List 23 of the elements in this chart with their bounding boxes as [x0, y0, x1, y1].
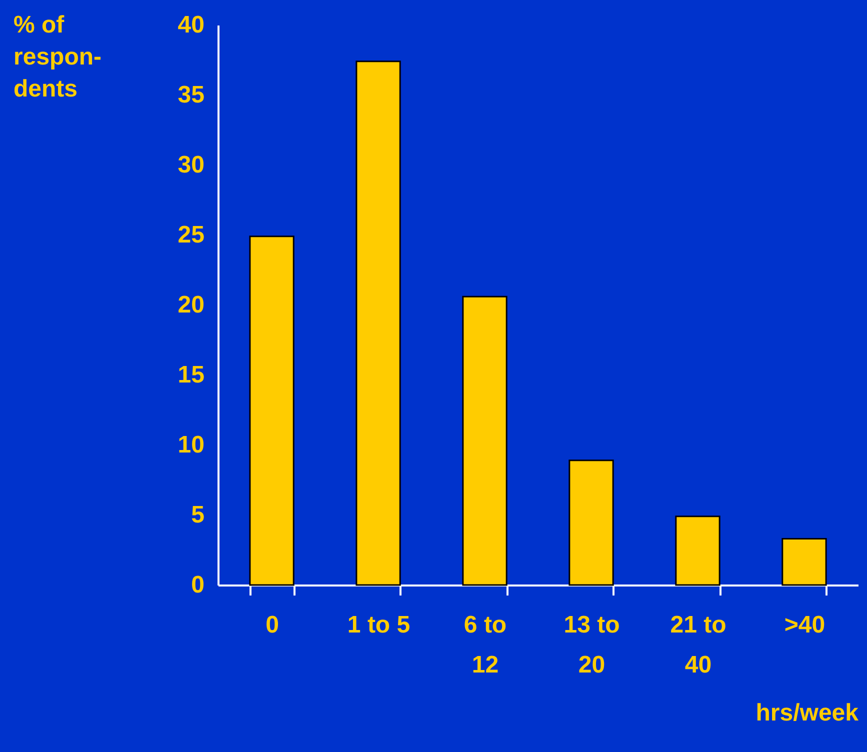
y-tick-label: 20	[178, 292, 204, 318]
x-axis-title: hrs/week	[756, 700, 860, 726]
y-tick-label: 35	[178, 82, 204, 108]
bar	[675, 516, 720, 586]
y-tick-label: 0	[191, 572, 204, 598]
x-tick-label: 1 to 5	[347, 612, 410, 638]
bar	[568, 460, 614, 586]
bar	[462, 296, 508, 586]
x-tick-label: 0	[266, 612, 279, 638]
x-tick-label: 21 to 40	[670, 612, 726, 678]
bar	[782, 538, 827, 586]
y-tick-label: 15	[178, 362, 204, 388]
y-tick-label: 25	[178, 222, 204, 248]
x-tick-label: 6 to 12	[464, 612, 507, 678]
bar	[356, 60, 401, 586]
y-tick-label: 10	[178, 432, 204, 458]
y-tick-label: 30	[178, 152, 204, 178]
y-tick-label: 5	[191, 502, 204, 528]
y-tick-label: 40	[178, 12, 204, 38]
x-tick-label: 13 to 20	[564, 612, 620, 678]
x-tick-label: >40	[784, 612, 826, 638]
bar	[249, 236, 294, 586]
y-axis-title: % of respon-dents	[14, 12, 102, 102]
